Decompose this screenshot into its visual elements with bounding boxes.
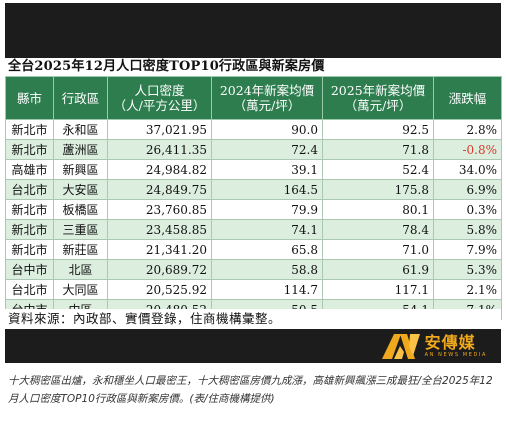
cell-change: 7.9% (433, 239, 502, 260)
cell-price-2024: 58.8 (211, 259, 323, 280)
cell-price-2024: 79.9 (211, 199, 323, 220)
table-row: 新北市 蘆洲區 26,411.35 72.4 71.8 -0.8% (5, 139, 502, 160)
an-logo-icon (381, 334, 420, 359)
price-table: 縣市 行政區 人口密度 （人/平方公里） 2024年新案均價 （萬元/坪） 2025… (5, 76, 502, 320)
cell-price-2024: 90.0 (211, 119, 323, 140)
bottom-dark-band: 安傳媒 AN NEWS MEDIA (5, 329, 501, 363)
table-row: 新北市 三重區 23,458.85 74.1 78.4 5.8% (5, 219, 502, 240)
cell-price-2025: 175.8 (322, 179, 434, 200)
cell-city: 新北市 (5, 239, 54, 260)
cell-change: -0.8% (433, 139, 502, 160)
cell-price-2025: 71.8 (322, 139, 434, 160)
cell-density: 20,689.72 (107, 259, 212, 280)
cell-price-2024: 72.4 (211, 139, 323, 160)
cell-price-2025: 117.1 (322, 279, 434, 300)
cell-city: 高雄市 (5, 159, 54, 180)
cell-district: 北區 (53, 259, 108, 280)
table-row: 高雄市 新興區 24,984.82 39.1 52.4 34.0% (5, 159, 502, 180)
cell-price-2025: 52.4 (322, 159, 434, 180)
cell-price-2024: 74.1 (211, 219, 323, 240)
column-header-density: 人口密度 （人/平方公里） (107, 76, 212, 120)
cell-density: 37,021.95 (107, 119, 212, 140)
cell-density: 21,341.20 (107, 239, 212, 260)
cell-district: 板橋區 (53, 199, 108, 220)
cell-change: 0.3% (433, 199, 502, 220)
table-row: 新北市 新莊區 21,341.20 65.8 71.0 7.9% (5, 239, 502, 260)
cell-city: 新北市 (5, 219, 54, 240)
logo-name: 安傳媒 (424, 332, 476, 352)
cell-change: 5.8% (433, 219, 502, 240)
cell-city: 新北市 (5, 119, 54, 140)
column-header-district: 行政區 (53, 76, 108, 120)
top-dark-band (5, 3, 501, 58)
cell-price-2025: 92.5 (322, 119, 434, 140)
cell-density: 24,849.75 (107, 179, 212, 200)
logo-tagline: AN NEWS MEDIA (424, 351, 487, 358)
cell-density: 26,411.35 (107, 139, 212, 160)
cell-price-2025: 78.4 (322, 219, 434, 240)
cell-change: 5.3% (433, 259, 502, 280)
table-row: 新北市 板橋區 23,760.85 79.9 80.1 0.3% (5, 199, 502, 220)
table-row: 台中市 北區 20,689.72 58.8 61.9 5.3% (5, 259, 502, 280)
cell-price-2024: 65.8 (211, 239, 323, 260)
cell-change: 34.0% (433, 159, 502, 180)
cell-price-2024: 164.5 (211, 179, 323, 200)
column-header-price-2024: 2024年新案均價 （萬元/坪） (211, 76, 323, 120)
table-row: 新北市 永和區 37,021.95 90.0 92.5 2.8% (5, 119, 502, 140)
column-header-city: 縣市 (5, 76, 54, 120)
cell-district: 蘆洲區 (53, 139, 108, 160)
cell-district: 大同區 (53, 279, 108, 300)
cell-city: 台北市 (5, 279, 54, 300)
cell-city: 台北市 (5, 179, 54, 200)
cell-change: 6.9% (433, 179, 502, 200)
table-title: 全台2025年12月人口密度TOP10行政區與新案房價 (5, 58, 501, 76)
column-header-change: 漲跌幅 (433, 76, 502, 120)
cell-change: 2.1% (433, 279, 502, 300)
column-header-price-2025: 2025年新案均價 （萬元/坪） (322, 76, 434, 120)
cell-change: 2.8% (433, 119, 502, 140)
cell-city: 新北市 (5, 139, 54, 160)
cell-density: 23,760.85 (107, 199, 212, 220)
cell-price-2025: 61.9 (322, 259, 434, 280)
table-row: 台北市 大同區 20,525.92 114.7 117.1 2.1% (5, 279, 502, 300)
source-note: 資料來源：內政部、實價登錄，住商機構彙整。 (5, 309, 501, 329)
cell-density: 20,525.92 (107, 279, 212, 300)
infographic-image: 全台2025年12月人口密度TOP10行政區與新案房價 縣市 行政區 人口密度（… (5, 3, 502, 363)
table-row: 台北市 大安區 24,849.75 164.5 175.8 6.9% (5, 179, 502, 200)
cell-price-2024: 39.1 (211, 159, 323, 180)
cell-density: 23,458.85 (107, 219, 212, 240)
cell-district: 新興區 (53, 159, 108, 180)
cell-district: 新莊區 (53, 239, 108, 260)
cell-density: 24,984.82 (107, 159, 212, 180)
table-header-row: 縣市 行政區 人口密度 （人/平方公里） 2024年新案均價 （萬元/坪） 2025… (5, 76, 502, 120)
cell-city: 新北市 (5, 199, 54, 220)
brand-logo: 安傳媒 AN NEWS MEDIA (380, 332, 487, 360)
cell-district: 永和區 (53, 119, 108, 140)
image-caption: 十大稠密區出爐，永和穩坐人口最密王，十大稠密區房價九成漲，高雄新興飆漲三成最狂/… (8, 375, 493, 405)
cell-price-2024: 114.7 (211, 279, 323, 300)
cell-price-2025: 80.1 (322, 199, 434, 220)
cell-city: 台中市 (5, 259, 54, 280)
cell-district: 大安區 (53, 179, 108, 200)
cell-district: 三重區 (53, 219, 108, 240)
cell-price-2025: 71.0 (322, 239, 434, 260)
